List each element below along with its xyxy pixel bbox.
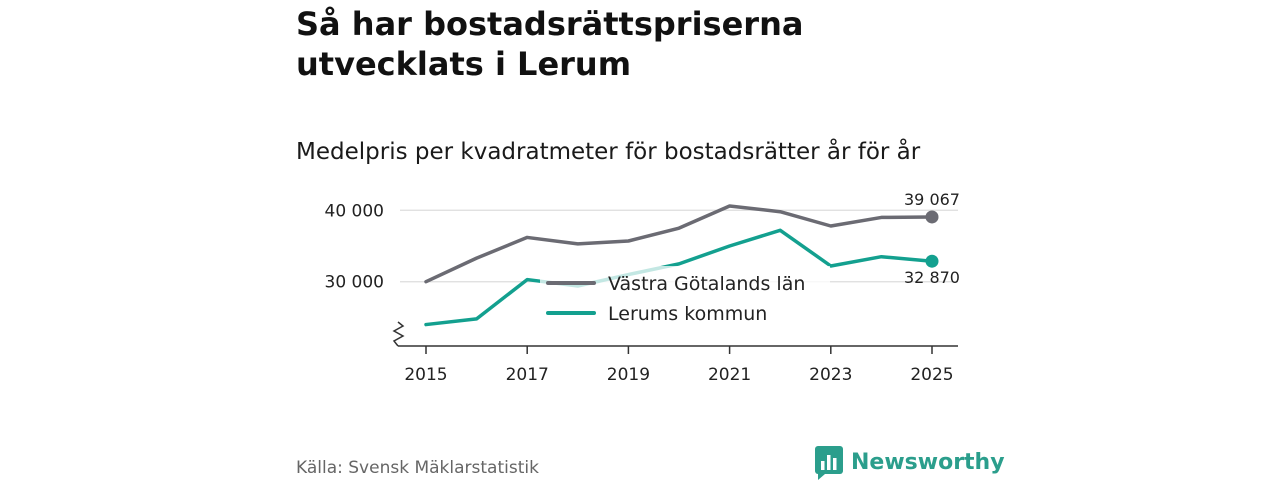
end-point-vastra <box>925 210 939 224</box>
x-tick-label: 2025 <box>910 365 953 385</box>
legend-background <box>540 266 830 332</box>
bar-chart-logo-icon <box>815 446 843 480</box>
label-layer: 39 067 32 870 <box>904 190 960 287</box>
end-value-label: 39 067 <box>904 190 960 209</box>
end-value-label: 32 870 <box>904 268 960 287</box>
series-layer <box>424 204 939 327</box>
end-point-lerum <box>925 254 939 268</box>
source-note: Källa: Svensk Mäklarstatistik <box>296 458 539 478</box>
chart-title: Så har bostadsrättspriserna utvecklats i… <box>296 5 804 83</box>
x-tick-label: 2023 <box>809 365 852 385</box>
brand-name: Newsworthy <box>851 450 1005 475</box>
series-line-lerum <box>424 228 934 327</box>
chart-subtitle: Medelpris per kvadratmeter för bostadsrä… <box>296 139 921 165</box>
line-chart: 30 000 40 000 2015 2017 2019 2021 2023 2025 Vä… <box>325 190 960 385</box>
legend-label: Lerums kommun <box>608 303 767 325</box>
series-line-vastra <box>424 204 934 284</box>
legend-label: Västra Götalands län <box>608 273 805 295</box>
x-tick-label: 2015 <box>404 365 447 385</box>
axis-break-icon <box>392 321 405 347</box>
grid-layer: 30 000 40 000 <box>325 201 958 293</box>
x-tick-label: 2021 <box>708 365 751 385</box>
y-tick-label: 30 000 <box>325 273 384 293</box>
x-tick-label: 2017 <box>506 365 549 385</box>
x-tick-label: 2019 <box>607 365 650 385</box>
y-tick-label: 40 000 <box>325 201 384 221</box>
x-axis: 2015 2017 2019 2021 2023 2025 <box>392 321 958 385</box>
legend: Västra Götalands län Lerums kommun <box>540 266 830 332</box>
brand-logo: Newsworthy <box>815 446 1005 480</box>
